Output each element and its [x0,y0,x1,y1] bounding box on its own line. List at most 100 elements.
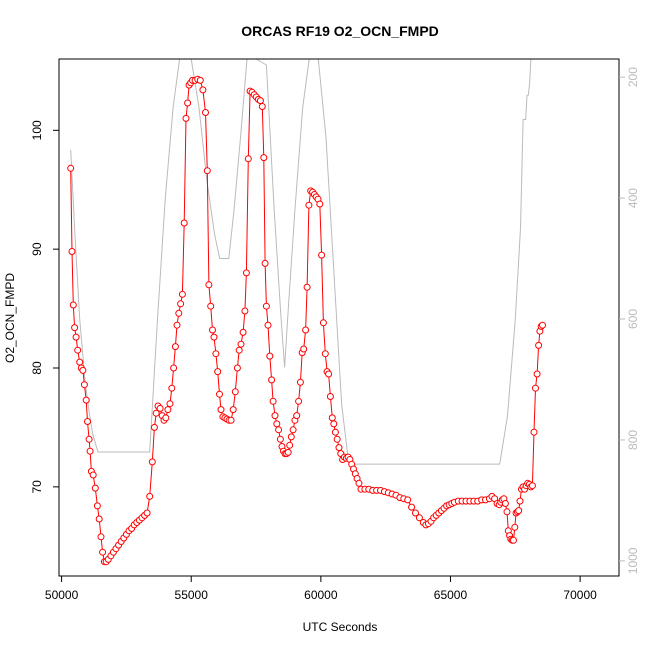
primary-series-point [233,364,241,372]
x-tick-label: 50000 [45,588,79,602]
primary-series-point [268,376,276,384]
y2-tick-label: 1000 [626,547,640,574]
primary-series-point [510,536,517,544]
y-tick-label: 90 [30,242,44,256]
primary-series-point [284,448,292,456]
primary-series-point [331,428,339,436]
primary-series-point [335,444,343,452]
y2-axis: 200 400 600 800 1000 [619,67,640,574]
primary-series-point [266,352,274,360]
y-axis: 70 80 90 100 [30,120,59,494]
primary-series-point [237,340,245,348]
primary-series-point [175,309,183,317]
primary-series-point [74,346,82,354]
primary-series-point [68,248,76,255]
primary-series-point [177,300,185,308]
primary-series-point [258,103,266,110]
primary-series-point [300,345,308,353]
primary-series-point [84,418,91,425]
primary-series-point [235,346,243,354]
primary-series-point [355,479,363,487]
primary-series-point [264,321,272,329]
primary-series-point [528,482,536,490]
primary-series-point [276,435,284,443]
primary-series-point [95,515,103,523]
primary-series-point [269,397,277,405]
primary-series-point [156,404,164,412]
primary-series-point [515,507,523,515]
primary-series-point [303,283,311,291]
primary-series-point [85,435,93,443]
y2-tick-label: 600 [626,309,640,329]
primary-series-point [241,307,249,315]
x-tick-label: 55000 [175,588,209,602]
primary-series-point [229,406,237,414]
primary-series-point [180,219,188,227]
primary-series-line [70,78,543,563]
primary-series-point [210,333,218,341]
primary-series-point [262,302,270,310]
chart-title: ORCAS RF19 O2_OCN_FMPD [241,23,439,39]
primary-series-point [321,350,329,358]
primary-series-point [533,370,541,378]
primary-series-point [184,99,192,107]
primary-series-point [328,414,336,422]
primary-series-point [305,201,313,209]
primary-series-point [408,503,416,511]
primary-series-point [242,269,250,277]
y-tick-label: 70 [30,480,44,494]
primary-series-point [532,384,539,392]
primary-series-point [69,301,77,309]
y2-tick-label: 800 [626,430,640,450]
primary-series-point [260,154,268,162]
primary-series-point [412,509,419,517]
primary-series-point [80,381,88,389]
primary-series-point [166,400,174,408]
primary-series-point [67,164,75,172]
primary-series-point [143,509,151,517]
primary-series-point [261,259,269,267]
primary-series-point [319,319,327,327]
primary-series-point [199,86,207,94]
primary-series-point [148,458,156,466]
primary-series-point [89,471,97,479]
primary-series-point [333,435,341,443]
primary-series-point [231,388,239,396]
primary-series-point [168,384,176,392]
primary-series-point [76,358,84,366]
primary-series-point [217,406,225,414]
primary-series-point [202,109,209,116]
primary-series-point [516,497,524,505]
plot-frame [58,58,620,577]
primary-series-point [93,502,101,510]
primary-series-point [296,378,304,386]
primary-series-point [86,447,94,455]
secondary-series-line [70,58,534,465]
primary-series-point [173,321,181,329]
primary-series-point [178,290,186,298]
primary-series-point [503,508,511,516]
primary-series-point [182,114,190,122]
primary-series-point [72,333,80,341]
primary-series-point [227,416,235,424]
primary-series-point [162,414,170,422]
primary-series-layer [67,75,546,566]
primary-series-point [79,366,87,374]
primary-series-point [293,412,301,420]
primary-series-point [150,423,158,431]
primary-series-point [216,390,223,398]
primary-series-point [326,393,334,400]
primary-series-point [295,397,303,405]
x-tick-label: 65000 [434,588,468,602]
primary-series-point [287,433,295,441]
primary-series-point [404,496,412,504]
y2-tick-label: 200 [626,67,640,87]
primary-series-point [244,155,252,163]
primary-series-point [302,326,310,334]
primary-series-point [239,328,247,336]
primary-series-point [205,281,213,289]
primary-series-point [535,341,543,349]
primary-series-point [530,428,538,436]
primary-series-point [99,548,107,556]
